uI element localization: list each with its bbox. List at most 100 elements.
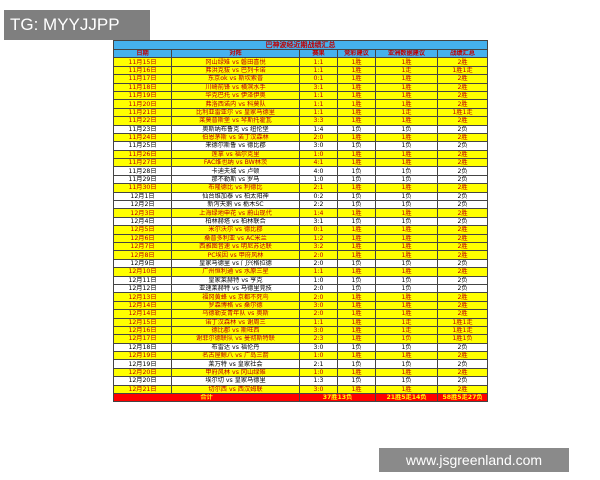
cell-date: 12月20日	[113, 367, 172, 378]
cell-summary: 2胜	[436, 309, 489, 319]
cell-score: 2:2	[299, 200, 338, 210]
cell-match: 来德尔斯鲁 vs 德比郡	[171, 141, 300, 151]
cell-score: 1:2	[299, 233, 338, 244]
cell-match: 切尔西 vs 西汉姆联	[171, 384, 300, 395]
cell-lottery: 1胜	[337, 149, 376, 160]
cell-summary: 2胜	[436, 183, 489, 193]
cell-match: 东京ok vs 斯坎索普	[171, 74, 300, 84]
cell-lottery: 1负	[337, 124, 376, 134]
cell-summary: 2胜	[436, 384, 489, 395]
cell-match: 布隆德比 vs 利德比	[171, 183, 300, 193]
cell-match: 乌德勒支青年队 vs 奥斯	[171, 309, 300, 319]
cell-date: 12月12日	[113, 283, 172, 294]
header-asian: 亚洲数据建议	[375, 48, 438, 59]
cell-match: 罗森博格 vs 桑尔德	[171, 300, 300, 311]
cell-date: 12月2日	[113, 200, 172, 210]
cell-match: PC埃因 vs 甲府风林	[171, 250, 300, 260]
cell-summary: 2胜	[436, 351, 489, 361]
cell-score: 1:1	[299, 57, 338, 67]
cell-asian: 1负	[375, 342, 438, 353]
total-lottery: 37胜13负	[299, 392, 376, 403]
cell-match: FAC维也纳 vs BW林茨	[171, 158, 300, 168]
cell-lottery: 1胜	[337, 241, 376, 252]
cell-match: 川崎前锋 vs 横滨水手	[171, 82, 300, 92]
cell-score: 3:1	[299, 82, 338, 92]
cell-summary: 2胜	[436, 116, 489, 126]
cell-summary: 2负	[436, 359, 489, 369]
table-row: 12月5日 米尔沃尔 vs 德比郡 0:1 1胜 1胜 2胜	[113, 225, 489, 235]
cell-summary: 2负	[436, 258, 489, 269]
cell-score: 3:0	[299, 325, 338, 336]
cell-match: 仙台维加泰 vs 柏太阳神	[171, 191, 300, 202]
table-row: 12月6日 桑普多利亚 vs AC米兰 1:2 1胜 1胜 2胜	[113, 233, 489, 244]
cell-lottery: 1胜	[337, 65, 376, 76]
cell-lottery: 1胜	[337, 107, 376, 118]
table-row: 12月19日 莱万特 vs 皇家社会 2:1 1负 1负 2负	[113, 359, 489, 369]
cell-score: 4:1	[299, 158, 338, 168]
cell-lottery: 1负	[337, 342, 376, 353]
cell-date: 12月6日	[113, 233, 172, 244]
cell-summary: 2负	[436, 376, 489, 386]
cell-asian: 1胜	[375, 367, 438, 378]
cell-lottery: 1胜	[337, 116, 376, 126]
cell-summary: 2胜	[436, 241, 489, 252]
cell-score: 1:0	[299, 367, 338, 378]
cell-asian: 1负	[375, 359, 438, 369]
table-row: 11月26日 莲拿 vs 福尔克里 1:0 1胜 1胜 2胜	[113, 149, 489, 160]
cell-match: 华克巴托 vs 伊泽伊奥	[171, 90, 300, 101]
table-row: 12月13日 福冈黄蜂 vs 京都不死鸟 2:0 1胜 1胜 2胜	[113, 292, 489, 302]
table-row: 12月14日 罗森博格 vs 桑尔德 3:0 1胜 1胜 2胜	[113, 300, 489, 311]
cell-summary: 2负	[436, 200, 489, 210]
cell-date: 12月11日	[113, 275, 172, 285]
cell-score: 1:1	[299, 65, 338, 76]
cell-asian: 1胜	[375, 250, 438, 260]
cell-date: 11月21日	[113, 107, 172, 118]
cell-score: 0:1	[299, 225, 338, 235]
record-table: 巴神波经近期战绩汇总 日期 对阵 赛果 竞彩建议 亚洲数据建议 战绩汇总 11月…	[112, 40, 489, 403]
cell-score: 1:1	[299, 107, 338, 118]
cell-summary: 2胜	[436, 90, 489, 101]
cell-lottery: 1负	[337, 359, 376, 369]
cell-summary: 1胜1负	[436, 334, 489, 344]
cell-date: 12月14日	[113, 309, 172, 319]
cell-lottery: 1胜	[337, 300, 376, 311]
table-row: 12月9日 皇家马德里 vs 门兴格拉德 2:0 1负 1负 2负	[113, 258, 489, 269]
cell-asian: 1走	[375, 107, 438, 118]
cell-lottery: 1负	[337, 216, 376, 227]
cell-score: 4:0	[299, 166, 338, 176]
cell-match: 上海绿地申花 vs 蔚山现代	[171, 208, 300, 218]
cell-score: 2:0	[299, 132, 338, 143]
cell-date: 11月28日	[113, 166, 172, 176]
cell-lottery: 1胜	[337, 351, 376, 361]
total-label: 合计	[113, 392, 300, 403]
cell-score: 1:1	[299, 267, 338, 277]
cell-summary: 2胜	[436, 132, 489, 143]
cell-lottery: 1胜	[337, 292, 376, 302]
cell-match: 皇家莱赫特 vs 亨克	[171, 275, 300, 285]
cell-asian: 1负	[375, 166, 438, 176]
cell-score: 3:0	[299, 300, 338, 311]
cell-summary: 1胜1走	[436, 65, 489, 76]
cell-lottery: 1负	[337, 141, 376, 151]
cell-score: 2:0	[299, 292, 338, 302]
table-row: 11月23日 奥斯纳布鲁克 vs 纽伦堡 1:4 1负 1负 2负	[113, 124, 489, 134]
cell-date: 12月19日	[113, 359, 172, 369]
cell-summary: 2胜	[436, 208, 489, 218]
cell-score: 3:0	[299, 141, 338, 151]
cell-date: 11月22日	[113, 116, 172, 126]
cell-summary: 2负	[436, 283, 489, 294]
cell-asian: 1胜	[375, 309, 438, 319]
cell-score: 1:4	[299, 124, 338, 134]
cell-match: 名古屋鲸八 vs 广岛三箭	[171, 351, 300, 361]
cell-lottery: 1胜	[337, 90, 376, 101]
watermark-tag: TG: MYYJJPP	[4, 10, 150, 40]
cell-date: 11月17日	[113, 74, 172, 84]
cell-asian: 1胜	[375, 300, 438, 311]
table-row: 11月15日 冈山绿雉 vs 磐田喜悦 1:1 1胜 1胜 2胜	[113, 57, 489, 67]
cell-lottery: 1胜	[337, 384, 376, 395]
cell-asian: 1胜	[375, 116, 438, 126]
cell-match: 诺丁汉森林 vs 谢周三	[171, 317, 300, 327]
cell-date: 12月9日	[113, 258, 172, 269]
cell-lottery: 1胜	[337, 309, 376, 319]
table-row: 11月25日 来德尔斯鲁 vs 德比郡 3:0 1负 1负 2负	[113, 141, 489, 151]
